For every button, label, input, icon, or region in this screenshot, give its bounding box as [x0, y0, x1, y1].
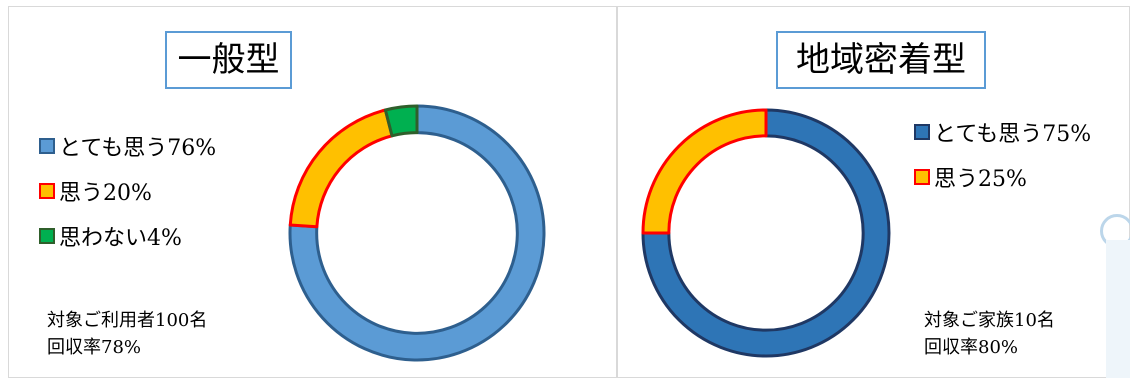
survey-note: 対象ご利用者100名 回収率78%	[47, 307, 207, 361]
legend-item: とても思う76%	[39, 123, 216, 168]
legend-label: 思う25%	[934, 166, 1027, 192]
legend-item: とても思う75%	[914, 109, 1091, 154]
donut-chart	[641, 108, 891, 358]
decorative-shape	[1106, 240, 1130, 378]
chart-panel-community: 地域密着型 とても思う75% 思う25% 対象ご家族10名 回収率80%	[617, 6, 1130, 378]
legend-swatch	[914, 168, 930, 185]
donut-segment	[641, 108, 768, 235]
legend-swatch	[39, 182, 55, 199]
donut-segment	[641, 108, 891, 358]
survey-target: 対象ご家族10名	[924, 310, 1055, 331]
legend: とても思う75% 思う25%	[914, 109, 1091, 199]
legend-item: 思わない4%	[39, 213, 216, 258]
response-rate: 回収率80%	[924, 337, 1019, 358]
survey-note: 対象ご家族10名 回収率80%	[924, 307, 1055, 361]
legend-swatch	[39, 227, 55, 244]
legend-label: 思わない4%	[59, 225, 182, 251]
legend: とても思う76% 思う20% 思わない4%	[39, 123, 216, 258]
legend-item: 思う20%	[39, 168, 216, 213]
legend-label: とても思う76%	[59, 135, 217, 161]
chart-title: 地域密着型	[776, 31, 986, 89]
legend-label: とても思う75%	[934, 121, 1092, 147]
chart-title: 一般型	[165, 31, 292, 89]
legend-item: 思う25%	[914, 154, 1091, 199]
donut-segment	[288, 104, 546, 362]
response-rate: 回収率78%	[47, 337, 142, 358]
chart-panel-general: 一般型 とても思う76% 思う20% 思わない4% 対象ご利用者100名 回収率…	[8, 6, 617, 378]
legend-swatch	[914, 123, 930, 140]
donut-chart	[288, 104, 546, 362]
legend-label: 思う20%	[59, 180, 152, 206]
donut-segment	[383, 104, 419, 138]
donut-segment	[288, 108, 394, 229]
legend-swatch	[39, 137, 55, 154]
survey-target: 対象ご利用者100名	[47, 310, 208, 331]
